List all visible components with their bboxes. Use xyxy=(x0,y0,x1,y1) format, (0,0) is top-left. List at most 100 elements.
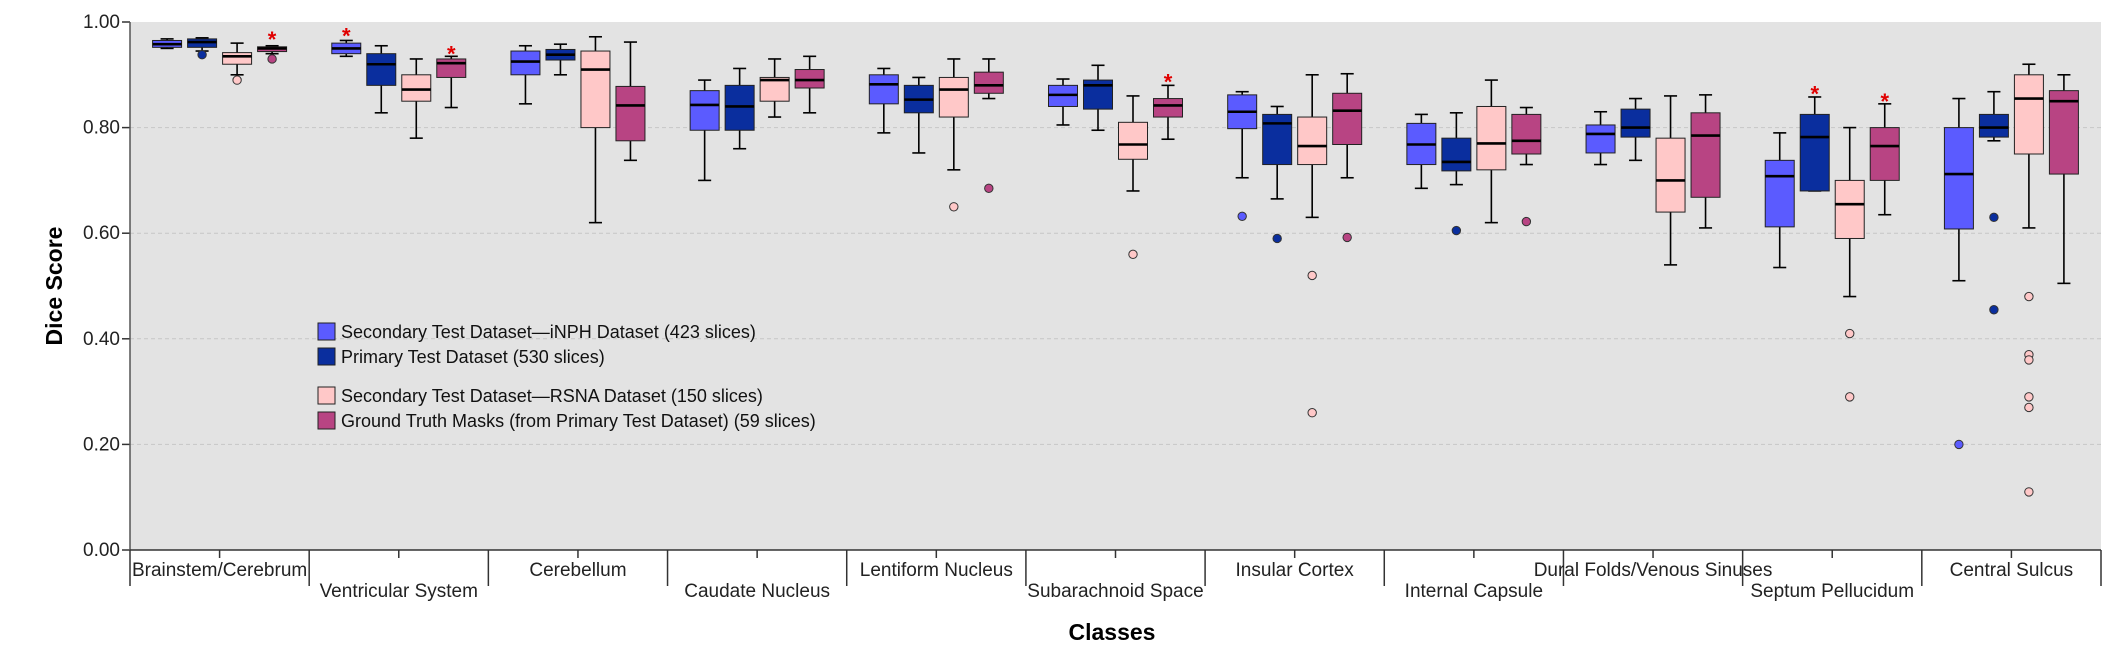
x-axis-title: Classes xyxy=(1069,619,1156,645)
box xyxy=(1332,92,1363,145)
box xyxy=(973,71,1004,94)
significance-star: * xyxy=(1164,69,1173,94)
outlier-point xyxy=(1989,305,1999,315)
box xyxy=(401,74,432,102)
outlier-point xyxy=(1128,249,1138,260)
outlier-point xyxy=(1989,212,1999,223)
significance-star: * xyxy=(447,41,456,66)
box xyxy=(1511,113,1542,155)
series-2 xyxy=(222,35,2044,497)
x-category-label: Ventricular System xyxy=(320,581,478,602)
outlier-point xyxy=(2024,487,2034,497)
legend-swatch xyxy=(317,386,336,405)
box xyxy=(794,69,825,89)
y-tick-label: 0.80 xyxy=(83,118,120,139)
x-category-label: Lentiform Nucleus xyxy=(860,560,1013,581)
outlier-point xyxy=(232,75,242,85)
plot-area xyxy=(130,22,2101,550)
legend-swatch xyxy=(317,347,336,366)
outlier-point xyxy=(1954,439,1964,450)
outlier-point xyxy=(2024,291,2034,302)
box xyxy=(1799,113,1830,192)
outlier-point xyxy=(267,54,277,64)
legend: Secondary Test Dataset—iNPH Dataset (423… xyxy=(317,322,816,431)
legend-swatch xyxy=(317,322,336,341)
box xyxy=(1476,105,1507,171)
box xyxy=(868,74,899,105)
outlier-point xyxy=(1451,225,1462,236)
legend-label: Secondary Test Dataset—iNPH Dataset (423… xyxy=(341,322,756,342)
outlier-point xyxy=(1272,233,1282,244)
series-0 xyxy=(152,38,1974,450)
box xyxy=(1869,127,1900,181)
box xyxy=(1585,124,1616,154)
box xyxy=(222,52,253,65)
legend-label: Secondary Test Dataset—RSNA Dataset (150… xyxy=(341,386,763,406)
box xyxy=(759,76,790,102)
y-tick-label: 0.60 xyxy=(83,223,120,244)
significance-star: * xyxy=(1880,89,1889,114)
box xyxy=(1153,98,1183,118)
outlier-point xyxy=(2024,392,2034,402)
significance-star: * xyxy=(1810,82,1819,107)
outlier-point xyxy=(1307,270,1317,281)
series-3 xyxy=(257,41,2079,285)
y-tick-label: 0.00 xyxy=(83,540,120,561)
y-axis-title: Dice Score xyxy=(41,227,67,346)
x-category-label: Internal Capsule xyxy=(1405,581,1543,602)
box xyxy=(1690,112,1721,198)
box xyxy=(724,84,755,131)
box xyxy=(2048,90,2079,175)
y-axis-ticks: 0.00 0.20 0.40 0.60 0.80 1.00 xyxy=(83,12,131,561)
y-tick-label: 1.00 xyxy=(83,12,120,33)
outlier-point xyxy=(984,183,994,194)
outlier-point xyxy=(1307,408,1317,418)
x-category-label: Brainstem/Cerebrum xyxy=(132,560,307,581)
outlier-point xyxy=(2024,355,2034,365)
box xyxy=(938,76,969,118)
box xyxy=(615,85,646,142)
legend-label: Primary Test Dataset (530 slices) xyxy=(341,347,605,367)
box xyxy=(689,90,720,131)
box xyxy=(580,50,611,129)
outlier-point xyxy=(1342,232,1352,243)
box xyxy=(1834,179,1865,239)
box xyxy=(2013,74,2044,155)
outlier-point xyxy=(1521,216,1532,227)
x-category-label: Dural Folds/Venous Sinuses xyxy=(1534,560,1773,581)
box xyxy=(1943,127,1974,230)
box xyxy=(510,50,541,76)
box xyxy=(1764,159,1795,228)
box xyxy=(1655,137,1686,213)
outlier-point xyxy=(2024,402,2034,413)
box xyxy=(1978,113,2009,138)
outlier-point xyxy=(1845,392,1855,402)
x-category-label: Subarachnoid Space xyxy=(1027,581,1203,602)
x-category-label: Cerebellum xyxy=(529,560,626,581)
significance-star: * xyxy=(342,24,351,49)
x-category-label: Insular Cortex xyxy=(1236,560,1355,581)
box xyxy=(1297,116,1328,166)
significance-star: * xyxy=(268,27,277,52)
x-axis: Brainstem/Cerebrum Ventricular System Cere… xyxy=(129,549,2102,602)
box xyxy=(1441,137,1472,172)
significance-markers: * * * * * * xyxy=(268,24,1890,114)
x-category-label: Septum Pellucidum xyxy=(1750,581,1914,602)
box-series xyxy=(152,35,2079,497)
y-tick-label: 0.20 xyxy=(83,434,120,455)
legend-swatch xyxy=(317,411,336,430)
box xyxy=(1620,108,1651,138)
outlier-point xyxy=(197,50,207,60)
x-category-label: Central Sulcus xyxy=(1950,560,2074,581)
outlier-point xyxy=(1845,328,1855,339)
box xyxy=(366,53,397,86)
y-tick-label: 0.40 xyxy=(83,329,120,350)
series-1 xyxy=(187,37,2009,315)
box xyxy=(1262,113,1293,166)
outlier-point xyxy=(949,202,959,212)
x-category-label: Caudate Nucleus xyxy=(684,581,830,602)
box xyxy=(1118,121,1148,160)
legend-label: Ground Truth Masks (from Primary Test Da… xyxy=(341,411,816,431)
outlier-point xyxy=(1237,211,1247,222)
